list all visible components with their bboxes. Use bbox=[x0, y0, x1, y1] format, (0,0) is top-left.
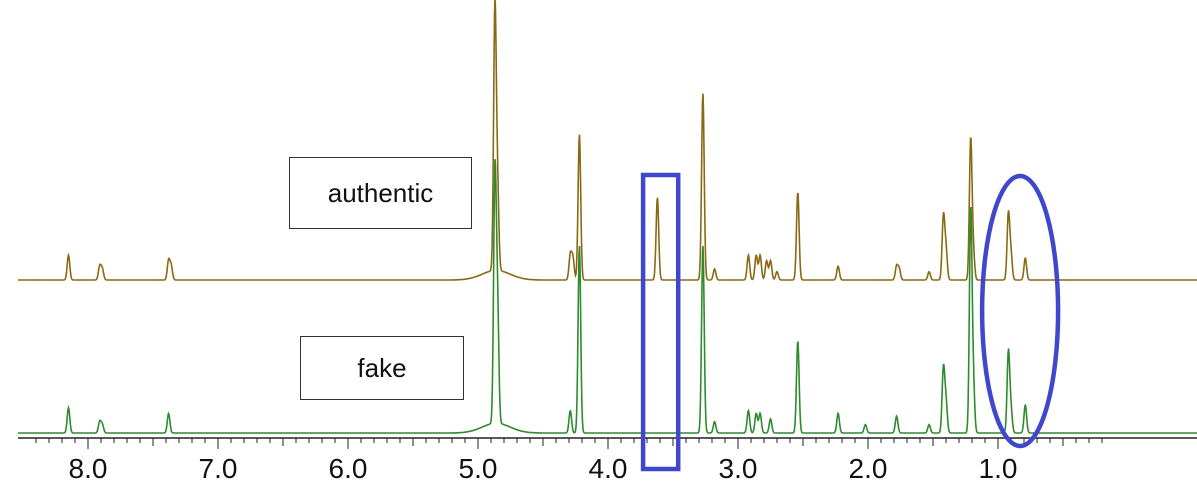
series-label-fake: fake bbox=[357, 352, 407, 383]
spectrum-series-layer bbox=[18, 0, 1197, 434]
annotation-layer bbox=[640, 172, 1061, 472]
x-tick-label: 1.0 bbox=[979, 453, 1018, 484]
highlight-rectangle bbox=[640, 172, 681, 472]
highlight-ellipse bbox=[979, 173, 1061, 449]
series-label-authentic: authentic bbox=[327, 177, 434, 208]
x-tick-label: 8.0 bbox=[69, 453, 108, 484]
x-tick-label: 6.0 bbox=[329, 453, 368, 484]
x-axis: 8.0 7.0 6.0 5.0 4.0 3.0 2.0 1.0 bbox=[18, 437, 1197, 484]
x-tick-label: 4.0 bbox=[589, 453, 628, 484]
x-tick-label: 5.0 bbox=[459, 453, 498, 484]
x-tick-label: 7.0 bbox=[199, 453, 238, 484]
series-line-authentic bbox=[18, 0, 1197, 281]
label-box-fake: fake bbox=[300, 336, 464, 400]
label-box-authentic: authentic bbox=[289, 157, 472, 229]
x-tick-label: 3.0 bbox=[719, 453, 758, 484]
x-tick-label: 2.0 bbox=[849, 453, 888, 484]
series-line-fake bbox=[18, 159, 1197, 434]
